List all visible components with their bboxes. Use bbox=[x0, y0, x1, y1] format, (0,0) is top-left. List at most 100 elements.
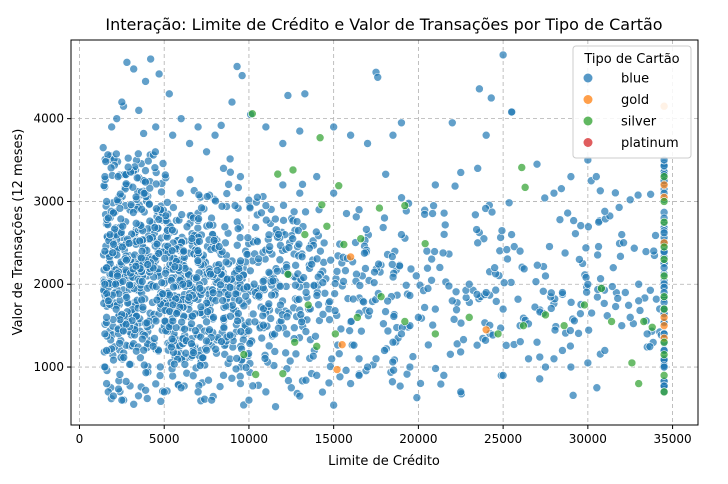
blue-point bbox=[202, 147, 211, 157]
blue-point bbox=[614, 203, 624, 212]
blue-point bbox=[473, 238, 483, 248]
silver-point bbox=[659, 255, 669, 264]
blue-point bbox=[581, 243, 591, 253]
blue-point bbox=[299, 273, 308, 282]
blue-point bbox=[297, 317, 306, 327]
blue-point bbox=[593, 292, 602, 302]
blue-point bbox=[139, 188, 149, 198]
blue-point bbox=[611, 188, 620, 198]
y-tick-label: 2000 bbox=[33, 277, 64, 291]
blue-point bbox=[141, 77, 150, 86]
silver-point bbox=[400, 317, 410, 326]
blue-point bbox=[114, 384, 123, 394]
blue-point bbox=[381, 307, 390, 316]
blue-point bbox=[363, 362, 372, 372]
y-axis-ticks: 1000 2000 3000 4000 bbox=[33, 112, 71, 374]
blue-point bbox=[473, 164, 483, 173]
silver-point bbox=[339, 240, 349, 249]
blue-point bbox=[184, 292, 194, 302]
gold-point bbox=[659, 313, 669, 322]
blue-point bbox=[102, 313, 111, 322]
blue-point bbox=[555, 215, 565, 224]
blue-point bbox=[234, 296, 244, 305]
blue-point bbox=[502, 245, 512, 254]
blue-point bbox=[481, 288, 491, 297]
blue-point bbox=[359, 297, 368, 307]
blue-point bbox=[611, 302, 620, 311]
blue-point bbox=[278, 180, 288, 190]
blue-point bbox=[138, 334, 147, 344]
blue-point bbox=[170, 262, 180, 272]
blue-point bbox=[161, 170, 170, 180]
blue-point bbox=[244, 395, 254, 405]
blue-point bbox=[231, 364, 241, 374]
blue-point bbox=[646, 285, 655, 295]
blue-point bbox=[128, 208, 138, 217]
blue-point bbox=[533, 260, 542, 270]
blue-point bbox=[444, 281, 454, 291]
blue-point bbox=[257, 208, 266, 218]
blue-point bbox=[354, 371, 364, 380]
blue-point bbox=[222, 189, 232, 198]
blue-point bbox=[158, 159, 168, 168]
blue-point bbox=[261, 215, 271, 225]
blue-point bbox=[329, 400, 338, 410]
blue-point bbox=[225, 330, 235, 340]
blue-point bbox=[381, 169, 390, 179]
blue-point bbox=[103, 213, 113, 223]
blue-point bbox=[128, 182, 138, 192]
blue-point bbox=[357, 326, 366, 336]
legend-label-silver: silver bbox=[621, 115, 657, 130]
blue-point bbox=[152, 204, 161, 213]
blue-point bbox=[123, 153, 133, 163]
blue-point bbox=[294, 295, 304, 304]
blue-point bbox=[274, 323, 283, 333]
blue-point bbox=[150, 223, 160, 232]
blue-point bbox=[274, 229, 283, 239]
blue-point bbox=[141, 166, 150, 175]
blue-point bbox=[135, 236, 145, 246]
blue-point bbox=[624, 301, 633, 310]
blue-point bbox=[193, 246, 203, 256]
blue-point bbox=[137, 277, 147, 286]
blue-point bbox=[154, 69, 164, 79]
blue-point bbox=[253, 193, 262, 202]
blue-point bbox=[345, 326, 354, 335]
blue-point bbox=[325, 315, 334, 324]
blue-point bbox=[531, 277, 541, 286]
x-tick-label: 15000 bbox=[315, 432, 353, 446]
legend-marker-platinum bbox=[583, 138, 593, 147]
blue-point bbox=[141, 385, 150, 395]
blue-point bbox=[195, 361, 205, 370]
gold-point bbox=[337, 340, 347, 349]
x-tick-label: 0 bbox=[76, 432, 84, 446]
blue-point bbox=[227, 373, 237, 383]
blue-point bbox=[132, 346, 141, 356]
blue-point bbox=[136, 353, 145, 363]
blue-point bbox=[535, 374, 545, 384]
blue-point bbox=[327, 354, 337, 364]
blue-point bbox=[259, 320, 268, 330]
blue-point bbox=[177, 210, 187, 219]
blue-point bbox=[427, 275, 436, 285]
blue-point bbox=[119, 353, 129, 362]
blue-point bbox=[405, 291, 415, 300]
blue-point bbox=[176, 383, 186, 393]
blue-point bbox=[301, 288, 311, 297]
blue-point bbox=[122, 293, 131, 302]
blue-point bbox=[297, 252, 307, 262]
blue-point bbox=[617, 321, 627, 330]
blue-point bbox=[397, 193, 406, 203]
blue-point bbox=[188, 371, 198, 381]
blue-point bbox=[634, 296, 643, 306]
blue-point bbox=[339, 277, 348, 286]
blue-point bbox=[177, 317, 186, 327]
blue-point bbox=[423, 263, 432, 273]
blue-point bbox=[200, 394, 209, 404]
blue-point bbox=[210, 130, 220, 140]
blue-point bbox=[524, 354, 533, 364]
blue-point bbox=[215, 382, 225, 391]
legend-label-gold: gold bbox=[621, 93, 649, 108]
blue-point bbox=[159, 387, 169, 397]
blue-point bbox=[373, 72, 383, 82]
